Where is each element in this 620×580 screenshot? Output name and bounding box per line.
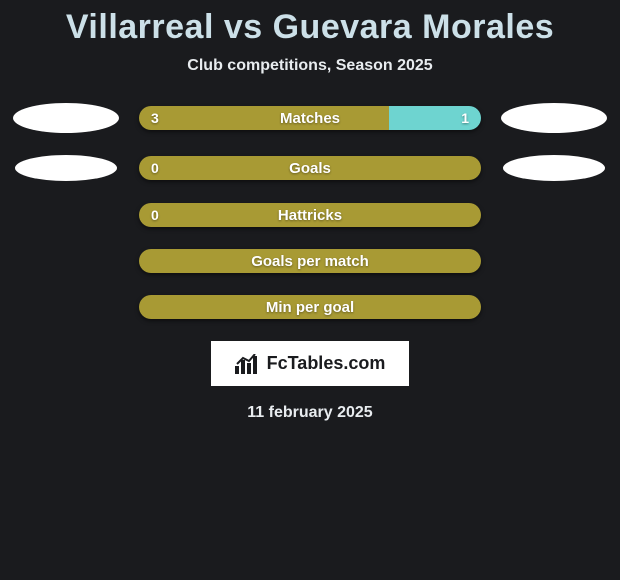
bar-label: Goals	[139, 156, 481, 180]
badge-slot-left	[11, 103, 121, 133]
stat-bar: 0Hattricks	[139, 203, 481, 227]
stat-row: 31Matches	[0, 103, 620, 133]
stat-bar: 31Matches	[139, 106, 481, 130]
page-title: Villarreal vs Guevara Morales	[0, 8, 620, 47]
stat-row: 0Hattricks	[0, 203, 620, 227]
bar-label: Min per goal	[139, 295, 481, 319]
stat-bar: 0Goals	[139, 156, 481, 180]
stat-rows: 31Matches 0Goals 0Hattricks Goals per match…	[0, 103, 620, 319]
attribution-text: FcTables.com	[267, 353, 386, 374]
chart-icon	[235, 354, 259, 374]
badge-slot-right	[499, 103, 609, 133]
team-badge-right	[503, 155, 605, 181]
subtitle: Club competitions, Season 2025	[0, 57, 620, 75]
stat-row: 0Goals	[0, 155, 620, 181]
bar-label: Matches	[139, 106, 481, 130]
stat-bar: Min per goal	[139, 295, 481, 319]
team-badge-left	[13, 103, 119, 133]
team-badge-left	[15, 155, 117, 181]
team-badge-right	[501, 103, 607, 133]
stat-row: Goals per match	[0, 249, 620, 273]
badge-slot-right	[499, 155, 609, 181]
bar-label: Goals per match	[139, 249, 481, 273]
stat-row: Min per goal	[0, 295, 620, 319]
stat-bar: Goals per match	[139, 249, 481, 273]
badge-slot-left	[11, 155, 121, 181]
bar-label: Hattricks	[139, 203, 481, 227]
attribution-badge: FcTables.com	[211, 341, 410, 386]
date-text: 11 february 2025	[0, 404, 620, 422]
